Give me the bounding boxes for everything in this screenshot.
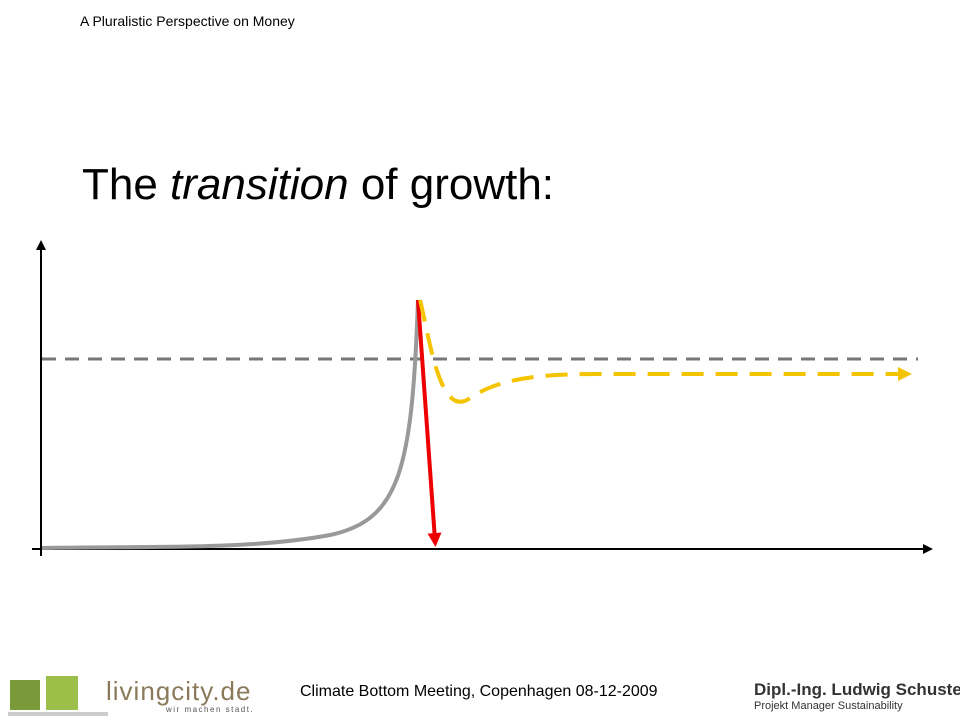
transition-curve [418, 299, 912, 404]
slide-title: The transition of growth: [82, 160, 554, 210]
author-name: Dipl.-Ing. Ludwig Schuster [754, 680, 960, 699]
header-title: A Pluralistic Perspective on Money [80, 13, 295, 29]
logo-name: livingcity.de [106, 676, 252, 706]
title-text: The [82, 160, 171, 209]
growth-curve [41, 299, 420, 550]
footer-event: Climate Bottom Meeting, Copenhagen 08-12… [300, 683, 658, 700]
title-text: of growth: [348, 160, 555, 209]
logo-houses [8, 676, 108, 716]
collapse-arrow [416, 299, 442, 547]
title-emphasis: transition [170, 160, 349, 209]
logo-tagline: wir machen stadt. [166, 705, 255, 714]
author-role: Projekt Manager Sustainability [754, 700, 903, 712]
